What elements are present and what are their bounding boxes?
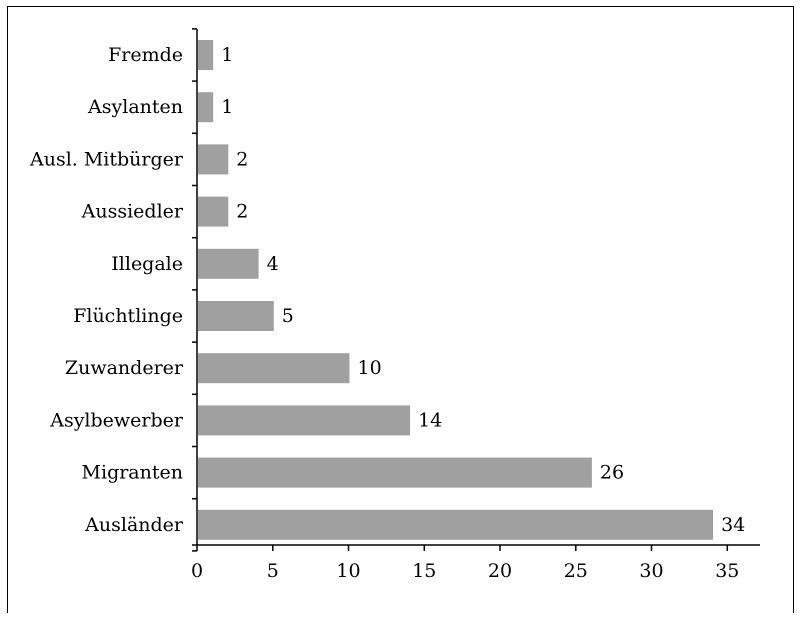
data-label: 2: [236, 148, 248, 170]
y-tick-label: Ausl. Mitbürger: [29, 148, 184, 170]
bar-illegale: [198, 249, 259, 279]
y-tick-label: Ausländer: [84, 514, 184, 536]
data-label: 1: [221, 44, 233, 66]
y-tick-label: Asylbewerber: [49, 409, 184, 431]
x-tick-label: 35: [715, 560, 739, 582]
data-label: 4: [267, 253, 279, 275]
x-tick-label: 25: [564, 560, 588, 582]
data-label: 5: [282, 305, 294, 327]
x-tick-label: 20: [488, 560, 512, 582]
x-tick-label: 5: [267, 560, 279, 582]
bar-asylanten: [198, 92, 213, 122]
bar-flüchtlinge: [198, 301, 274, 331]
bar-fremde: [198, 40, 213, 70]
bar-migranten: [198, 458, 592, 488]
y-tick-label: Migranten: [82, 462, 183, 484]
bar-asylbewerber: [198, 405, 410, 435]
data-label: 34: [721, 514, 745, 536]
data-label: 26: [600, 462, 624, 484]
data-label: 2: [236, 201, 248, 223]
bar-zuwanderer: [198, 353, 350, 383]
bar-ausländer: [198, 510, 713, 540]
y-tick-label: Fremde: [108, 44, 183, 66]
y-tick-label: Asylanten: [87, 96, 183, 118]
y-tick-label: Flüchtlinge: [73, 305, 183, 327]
data-label: 14: [418, 409, 442, 431]
bar-aussiedler: [198, 197, 228, 227]
y-tick-label: Aussiedler: [81, 201, 184, 223]
bar-ausl-mitbürger: [198, 144, 228, 174]
data-label: 1: [221, 96, 233, 118]
x-tick-label: 15: [412, 560, 436, 582]
y-tick-label: Illegale: [111, 253, 183, 275]
x-tick-label: 30: [639, 560, 663, 582]
data-label: 10: [358, 357, 382, 379]
y-tick-label: Zuwanderer: [65, 357, 184, 379]
x-tick-label: 10: [336, 560, 360, 582]
x-tick-label: 0: [191, 560, 203, 582]
